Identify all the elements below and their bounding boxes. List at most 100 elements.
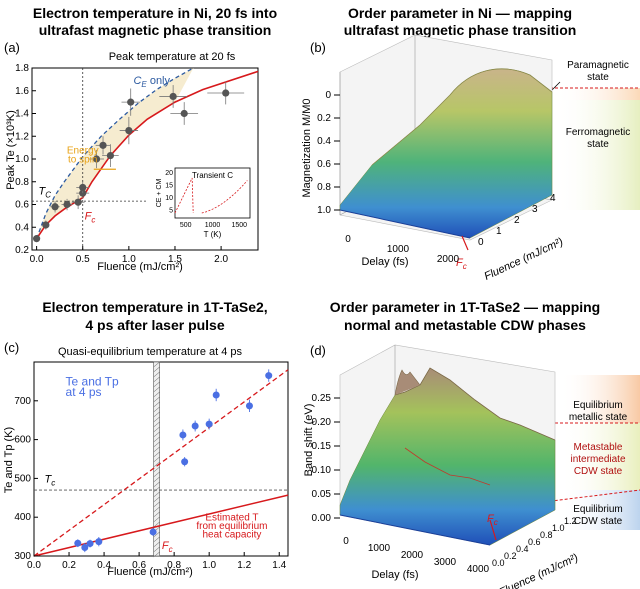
fc-hatch [153, 446, 160, 453]
data-point [81, 543, 89, 551]
inset-curve-2 [201, 180, 248, 214]
panel-b-title-line2: ultrafast magnetic phase transition [344, 22, 577, 38]
fc-hatch [153, 416, 160, 423]
legend-line-1: Te and Tp [66, 374, 119, 388]
fc-hatch [153, 511, 160, 518]
z-tick-label: 1.0 [317, 205, 331, 216]
panel-c-subtitle: Quasi-equilibrium temperature at 4 ps [58, 346, 243, 358]
fc-label-sub: c [91, 215, 95, 224]
fc-hatch [153, 476, 160, 483]
metastable-band [560, 423, 640, 490]
data-point [99, 141, 107, 149]
fc-hatch [153, 381, 160, 388]
x-tick-label: 0.0 [27, 560, 41, 571]
paramagnetic-pointer [551, 81, 561, 91]
data-point [222, 89, 230, 97]
data-point [149, 528, 157, 536]
x-tick-label: 0.5 [76, 254, 90, 265]
panel-c-xlabel: Fluence (mJ/cm²) [107, 566, 193, 578]
panel-c-title-line1: Electron temperature in 1T-TaSe2, [42, 299, 267, 315]
panel-c-ylabel: Te and Tp (K) [3, 427, 15, 493]
data-point [86, 540, 94, 548]
tase2-peak [394, 369, 421, 396]
panel-d-z-axis: 0.00 0.05 0.10 0.15 0.20 0.25 [312, 393, 340, 524]
y-tick-label: 0.8 [540, 530, 553, 540]
fc-hatch [153, 541, 160, 548]
panel-a-plot: 0.0 0.5 1.0 1.5 2.0 0.2 0.4 0.6 0.8 1.0 1.2 1.4 1.6 1… [15, 63, 259, 265]
fc-hatch [153, 456, 160, 463]
data-point [33, 235, 41, 243]
inset-x-tick: 500 [180, 222, 192, 229]
panel-d-title-line2: normal and metastable CDW phases [344, 317, 586, 333]
tase2-red-trace [404, 447, 491, 486]
data-point [245, 402, 253, 410]
panel-d-y-axis: 0.00.20.40.60.81.01.2 [492, 516, 577, 568]
panel-b-zlabel: Magnetization M/M0 [301, 98, 313, 197]
fc-hatch [153, 371, 160, 378]
data-point [92, 155, 101, 163]
panel-c-frame [33, 361, 289, 557]
x-tick-label: 0 [345, 234, 351, 245]
y-tick-label: 0 [478, 237, 484, 248]
x-tick-label: 1000 [368, 543, 391, 554]
estimated-label-2: from equilibrium [196, 521, 267, 532]
y-tick-label: 1.0 [552, 523, 565, 533]
panel-c: Electron temperature in 1T-TaSe2, 4 ps a… [3, 299, 289, 578]
fc-hatch [153, 391, 160, 398]
inset-frame [174, 167, 251, 219]
z-tick-label: 0.4 [317, 136, 331, 147]
fc-hatch [153, 396, 160, 403]
tc-label-sub: C [45, 190, 51, 199]
fc-hatch [153, 461, 160, 468]
tc-label: Tc [45, 473, 56, 487]
fc-hatch [153, 466, 160, 473]
ce-only-label: CE only [133, 75, 170, 89]
energy-band-fill [36, 68, 194, 239]
data-point [74, 539, 82, 547]
data-point [79, 183, 87, 192]
data-point [63, 200, 71, 209]
fc-hatch [153, 406, 160, 413]
fc-hatch [153, 421, 160, 428]
x-tick-label: 2.0 [214, 254, 228, 265]
x-tick-label: 1000 [387, 244, 410, 255]
z-tick-label: 0 [325, 90, 331, 101]
inset-xlabel: T (K) [204, 230, 222, 239]
fc-hatch [153, 366, 160, 373]
paramagnetic-band [555, 88, 640, 100]
panel-d-x-axis: 0 1000 2000 3000 4000 [343, 536, 489, 575]
fc-hatch [153, 551, 160, 558]
fc-label: Fc [85, 210, 96, 224]
z-tick-label: 0.6 [317, 159, 331, 170]
data-point [106, 151, 115, 160]
panel-d-label: (d) [310, 343, 326, 358]
y-tick-label: 1.4 [15, 109, 29, 120]
panel-a-xlabel: Fluence (mJ/cm²) [97, 261, 183, 273]
inset-ylabel: CE + CM [156, 179, 163, 208]
paramagnetic-label: Paramagnetic state [567, 60, 629, 83]
inset-y-tick: 5 [169, 208, 173, 215]
data-point [74, 198, 82, 206]
legend-line-2: at 4 ps [66, 385, 102, 399]
fc-hatch [153, 501, 160, 508]
ce-only-label-suffix: only [147, 75, 171, 87]
panel-d-title-line1: Order parameter in 1T-TaSe2 — mapping [330, 299, 600, 315]
panel-a-title-line1: Electron temperature in Ni, 20 fs into [33, 5, 277, 21]
y-tick-label: 400 [14, 512, 31, 523]
x-tick-label: 0.8 [167, 560, 181, 571]
inset-x-tick: 1500 [231, 222, 247, 229]
x-tick-label: 4000 [467, 564, 490, 575]
dashed-fit-line [33, 369, 289, 557]
inset-title: Transient C [192, 171, 233, 180]
inset-y-tick: 10 [165, 195, 173, 202]
ce-only-label-main: C [133, 75, 141, 87]
x-tick-label: 1.5 [168, 254, 182, 265]
x-tick-label: 1.2 [237, 560, 251, 571]
panel-a-title-line2: ultrafast magnetic phase transition [39, 22, 272, 38]
y-tick-label: 1.2 [15, 131, 29, 142]
y-tick-label: 700 [14, 396, 31, 407]
cdw-label: Equilibrium CDW state [573, 504, 622, 527]
panel-b-title-line1: Order parameter in Ni — mapping [348, 5, 572, 21]
y-tick-label: 1 [496, 226, 502, 237]
fc-hatch [153, 491, 160, 498]
